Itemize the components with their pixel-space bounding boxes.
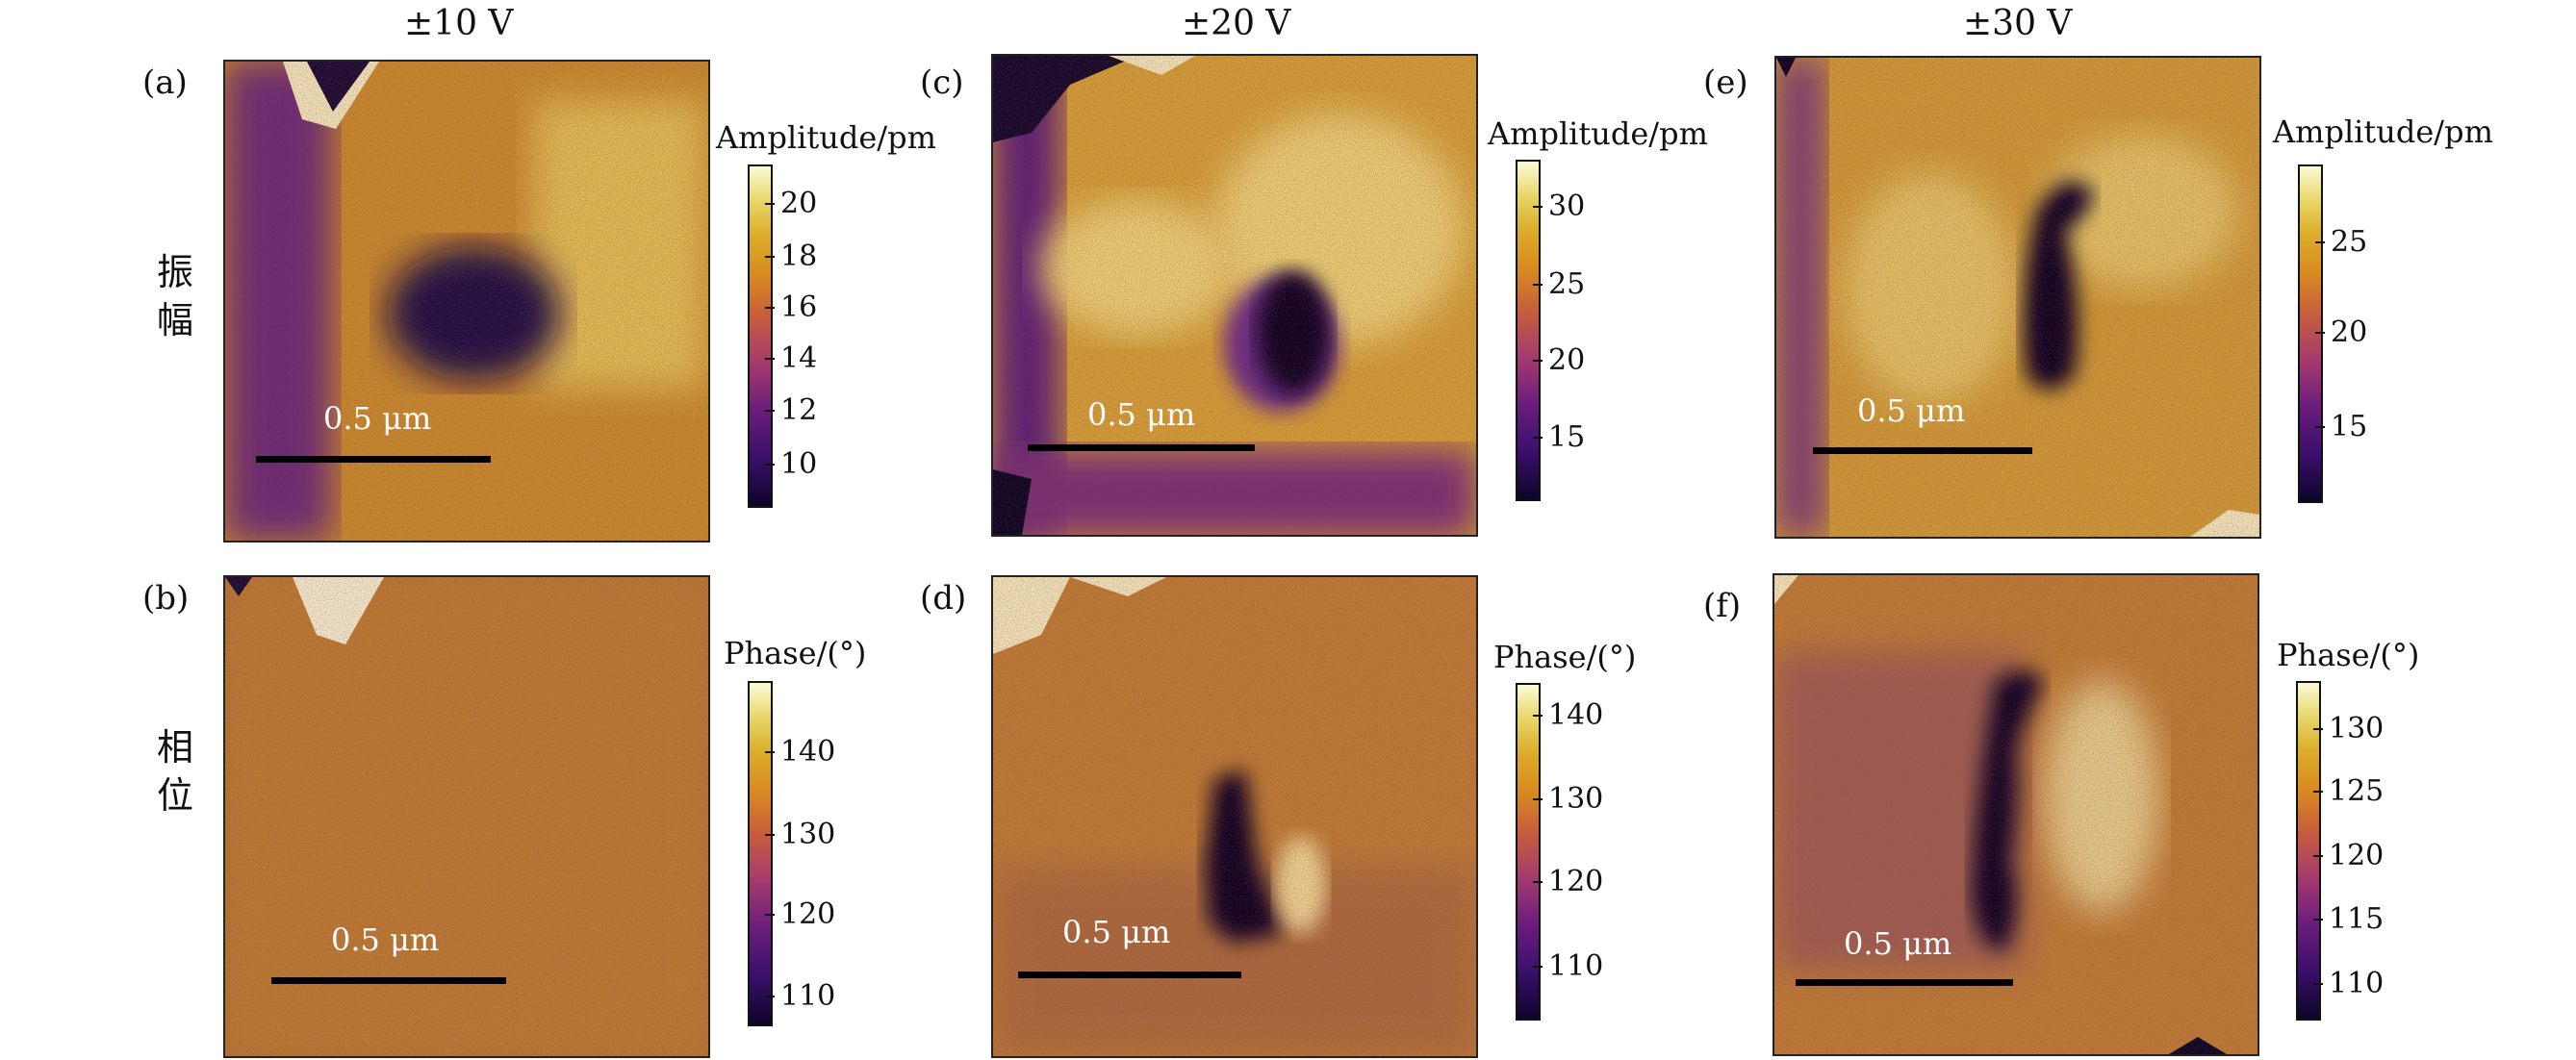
colorbar-tick-label: 14 <box>780 341 818 375</box>
colorbar-tick-mark <box>765 751 775 753</box>
colorbar-tick-label: 15 <box>2331 410 2368 443</box>
colorbar-title-a: Amplitude/pm <box>716 119 936 156</box>
colorbar-tick-mark <box>2315 426 2325 428</box>
colorbar-tick-mark <box>765 307 775 309</box>
colorbar-tick-mark <box>765 914 775 916</box>
colorbar-tick-mark <box>2313 728 2323 730</box>
map-f-phase <box>1773 573 2259 1056</box>
colorbar-tick-mark <box>1533 798 1543 800</box>
column-title-20v: ±20 V <box>1182 4 1291 43</box>
colorbar-tick-mark <box>1533 437 1543 439</box>
map-e-amplitude <box>1774 56 2261 539</box>
panel-label-c: (c) <box>920 63 964 102</box>
scale-bar-a <box>256 456 491 463</box>
colorbar-tick-mark <box>765 203 775 205</box>
colorbar-tick-label: 110 <box>2329 967 2385 1000</box>
colorbar-tick-mark <box>1533 206 1543 208</box>
colorbar-tick-mark <box>1533 715 1543 717</box>
colorbar-tick-label: 130 <box>2329 712 2385 745</box>
map-a-amplitude <box>223 60 710 543</box>
colorbar-tick-label: 120 <box>1548 865 1604 898</box>
scale-bar-b <box>271 977 506 984</box>
scale-label-f: 0.5 μm <box>1844 925 1952 962</box>
colorbar-f <box>2296 681 2321 1021</box>
colorbar-title-d: Phase/(°) <box>1493 639 1637 675</box>
colorbar-tick-label: 125 <box>2329 774 2385 808</box>
scale-bar-c <box>1028 444 1255 451</box>
colorbar-tick-label: 115 <box>2329 902 2385 936</box>
colorbar-tick-mark <box>2313 983 2323 985</box>
scale-label-e: 0.5 μm <box>1857 392 1966 429</box>
colorbar-tick-label: 140 <box>780 735 836 769</box>
colorbar-tick-label: 15 <box>1548 420 1586 454</box>
panel-label-e: (e) <box>1703 63 1748 102</box>
row-label-phase: 相位 <box>156 726 193 817</box>
colorbar-tick-mark <box>765 464 775 466</box>
colorbar-tick-label: 120 <box>780 897 836 931</box>
colorbar-tick-mark <box>2313 919 2323 921</box>
column-title-30v: ±30 V <box>1963 4 2073 43</box>
scale-bar-d <box>1018 972 1241 978</box>
colorbar-tick-label: 12 <box>780 393 818 427</box>
scale-label-b: 0.5 μm <box>331 921 440 958</box>
colorbar-tick-mark <box>1533 284 1543 286</box>
colorbar-tick-label: 16 <box>780 290 818 324</box>
colorbar-tick-mark <box>765 358 775 360</box>
colorbar-title-b: Phase/(°) <box>724 635 867 671</box>
colorbar-tick-label: 20 <box>1548 343 1586 377</box>
map-d-phase <box>991 575 1478 1058</box>
colorbar-tick-label: 20 <box>2331 315 2368 349</box>
colorbar-tick-label: 130 <box>1548 782 1604 816</box>
colorbar-tick-mark <box>765 256 775 258</box>
scale-bar-f <box>1796 979 2013 986</box>
colorbar-tick-label: 20 <box>780 187 818 220</box>
scale-label-d: 0.5 μm <box>1062 914 1171 950</box>
colorbar-tick-mark <box>1533 881 1543 883</box>
colorbar-tick-label: 110 <box>1548 949 1604 983</box>
colorbar-tick-label: 10 <box>780 447 818 481</box>
colorbar-tick-label: 18 <box>780 240 818 273</box>
panel-label-b: (b) <box>142 579 190 618</box>
colorbar-tick-mark <box>2313 791 2323 793</box>
colorbar-tick-label: 25 <box>1548 267 1586 301</box>
colorbar-b <box>748 681 773 1026</box>
colorbar-title-e: Amplitude/pm <box>2273 114 2493 150</box>
colorbar-title-f: Phase/(°) <box>2277 637 2420 673</box>
row-label-amplitude: 振幅 <box>156 251 193 341</box>
colorbar-tick-label: 140 <box>1548 698 1604 732</box>
map-b-phase <box>223 575 710 1058</box>
colorbar-tick-label: 130 <box>780 818 836 851</box>
colorbar-tick-label: 30 <box>1548 189 1586 223</box>
panel-label-a: (a) <box>142 63 188 102</box>
colorbar-tick-mark <box>2315 332 2325 334</box>
colorbar-tick-mark <box>765 996 775 997</box>
colorbar-tick-label: 110 <box>780 979 836 1013</box>
scale-label-a: 0.5 μm <box>323 400 432 437</box>
colorbar-tick-label: 120 <box>2329 839 2385 872</box>
colorbar-e <box>2298 164 2323 503</box>
colorbar-tick-mark <box>2315 241 2325 243</box>
panel-label-f: (f) <box>1703 587 1742 625</box>
panel-label-d: (d) <box>920 579 967 618</box>
map-c-amplitude <box>991 54 1478 537</box>
colorbar-tick-mark <box>1533 360 1543 362</box>
colorbar-tick-label: 25 <box>2331 225 2368 259</box>
colorbar-c <box>1516 160 1541 501</box>
colorbar-d <box>1516 683 1541 1021</box>
colorbar-tick-mark <box>765 834 775 836</box>
colorbar-a <box>748 164 773 508</box>
colorbar-tick-mark <box>2313 855 2323 857</box>
column-title-10v: ±10 V <box>404 4 514 43</box>
scale-label-c: 0.5 μm <box>1087 396 1196 433</box>
scale-bar-e <box>1813 447 2032 454</box>
colorbar-tick-mark <box>1533 966 1543 968</box>
colorbar-tick-mark <box>765 410 775 412</box>
colorbar-title-c: Amplitude/pm <box>1488 115 1708 152</box>
